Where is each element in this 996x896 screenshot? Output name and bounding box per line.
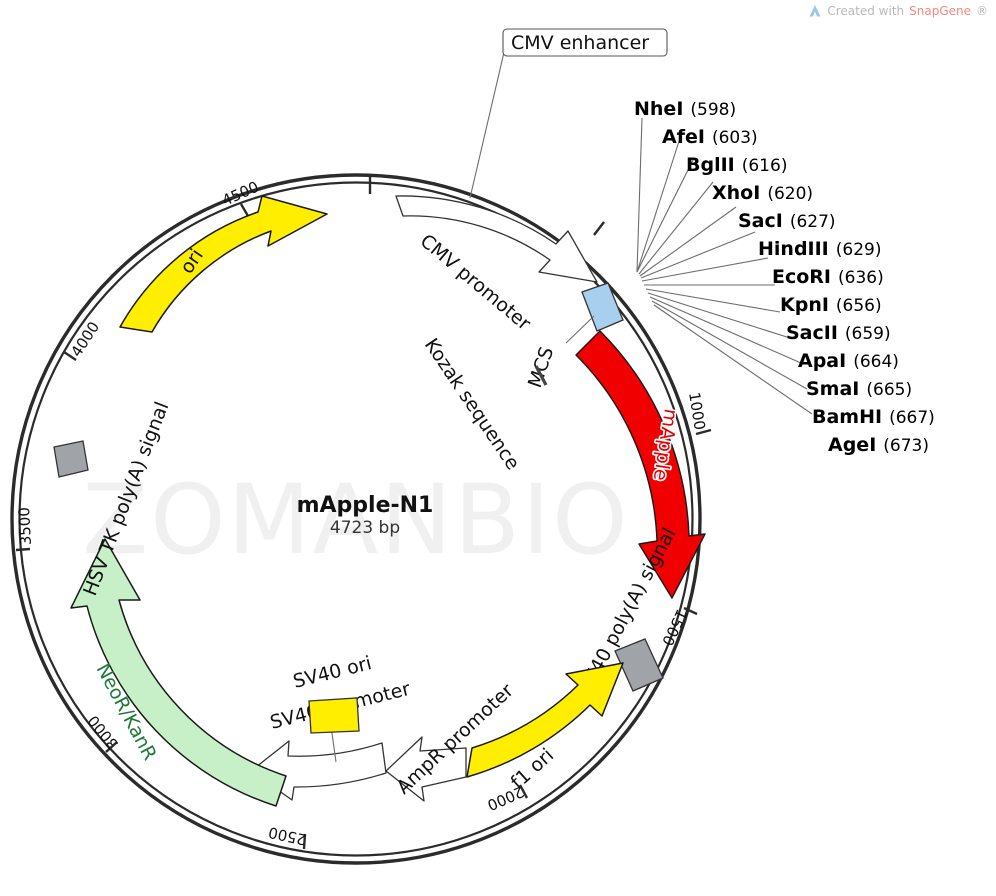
- enzyme-position: (598): [690, 100, 737, 120]
- tick-mark-1500: [683, 606, 698, 616]
- enzyme-name: SmaI: [806, 378, 860, 400]
- callout-label-cmv-enhancer: CMV enhancer: [511, 32, 649, 54]
- mcs-leader-line: [565, 315, 595, 344]
- enzyme-position: (616): [741, 156, 788, 176]
- feature-ori[interactable]: ori: [119, 195, 328, 333]
- tick-mark-1000: [695, 428, 712, 436]
- snapgene-triangle-icon: [809, 5, 821, 17]
- restriction-site-list: NheI (598) AfeI (603) BglII (616) XhoI (…: [600, 98, 990, 462]
- feature-label-kozak-sequence: Kozak sequence: [420, 334, 524, 473]
- feature-f1-ori[interactable]: f1 ori: [466, 662, 624, 794]
- restriction-site-row[interactable]: NheI (598): [600, 98, 990, 126]
- enzyme-name: ApaI: [798, 350, 847, 372]
- snapgene-created-with-text: Created with: [827, 4, 905, 18]
- enzyme-name: BglII: [686, 154, 735, 176]
- background-watermark: ZOMANBIO: [82, 464, 629, 576]
- tick-mark-3000: [105, 741, 118, 753]
- enzyme-name: AgeI: [828, 434, 877, 456]
- enzyme-name: EcoRI: [772, 266, 831, 288]
- restriction-site-row[interactable]: KpnI (656): [600, 294, 990, 322]
- enzyme-position: (629): [835, 240, 882, 260]
- enzyme-name: XhoI: [712, 182, 761, 204]
- feature-label-sv40-ori: SV40 ori: [291, 652, 374, 693]
- restriction-site-leader-lines: [636, 117, 813, 415]
- restriction-site-row[interactable]: XhoI (620): [600, 182, 990, 210]
- tick-mark-4500: [239, 203, 250, 217]
- snapgene-registered-mark: ®: [976, 4, 988, 18]
- enzyme-position: (664): [853, 352, 899, 372]
- kozak-tick-mark: [534, 365, 548, 386]
- feature-cmv-promoter[interactable]: CMV promoter: [395, 195, 598, 335]
- restriction-site-row[interactable]: EcoRI (636): [600, 266, 990, 294]
- tick-mark-2500: [302, 833, 307, 850]
- restriction-site-row[interactable]: AgeI (673): [600, 434, 990, 462]
- restriction-site-row[interactable]: BamHI (667): [600, 406, 990, 434]
- cmv-enhancer-box[interactable]: [502, 28, 668, 57]
- restriction-site-row[interactable]: SmaI (665): [600, 378, 990, 406]
- enzyme-position: (603): [711, 128, 758, 148]
- snapgene-brand-text: SnapGene: [909, 4, 971, 18]
- feature-kozak-sequence[interactable]: Kozak sequence: [420, 334, 548, 474]
- plasmid-backbone-ring: [10, 173, 702, 865]
- restriction-site-row[interactable]: AfeI (603): [600, 126, 990, 154]
- restriction-site-row[interactable]: ApaI (664): [600, 350, 990, 378]
- enzyme-position: (636): [838, 268, 884, 288]
- enzyme-name: SacI: [738, 210, 783, 232]
- enzyme-position: (620): [767, 184, 814, 204]
- enzyme-position: (667): [889, 408, 935, 428]
- enzyme-name: NheI: [634, 98, 684, 120]
- snapgene-attribution-badge: Created with SnapGene ®: [808, 4, 988, 18]
- enzyme-position: (673): [883, 436, 929, 456]
- tick-label-1000: 1000: [685, 391, 709, 432]
- enzyme-position: (656): [835, 296, 882, 316]
- feature-mapple[interactable]: mApple: [575, 330, 706, 599]
- enzyme-name: AfeI: [662, 126, 705, 148]
- tick-mark-4000: [63, 351, 77, 361]
- enzyme-name: HindIII: [758, 238, 829, 260]
- callout-cmv-enhancer[interactable]: CMV enhancer: [469, 28, 668, 199]
- restriction-site-row[interactable]: BglII (616): [600, 154, 990, 182]
- tick-label-1500: 1500: [658, 606, 690, 648]
- enzyme-name: KpnI: [780, 294, 829, 316]
- enzyme-name: BamHI: [812, 406, 883, 428]
- restriction-site-row[interactable]: SacII (659): [600, 322, 990, 350]
- enzyme-name: SacII: [786, 322, 838, 344]
- tick-mark-3500: [15, 547, 31, 552]
- tick-label-3000: 3000: [84, 712, 122, 753]
- cmv-enhancer-leader-line: [469, 47, 506, 199]
- feature-label-mcs: MCS: [524, 344, 558, 391]
- tick-mark-500: [593, 221, 605, 236]
- restriction-site-row[interactable]: SacI (627): [600, 210, 990, 238]
- tick-mark-2000: [518, 784, 529, 799]
- enzyme-position: (627): [789, 212, 836, 232]
- restriction-site-row[interactable]: HindIII (629): [600, 238, 990, 266]
- feature-label-cmv-promoter: CMV promoter: [416, 230, 535, 335]
- tick-label-3500: 3500: [15, 507, 35, 546]
- enzyme-position: (665): [866, 380, 913, 400]
- enzyme-position: (659): [844, 324, 891, 344]
